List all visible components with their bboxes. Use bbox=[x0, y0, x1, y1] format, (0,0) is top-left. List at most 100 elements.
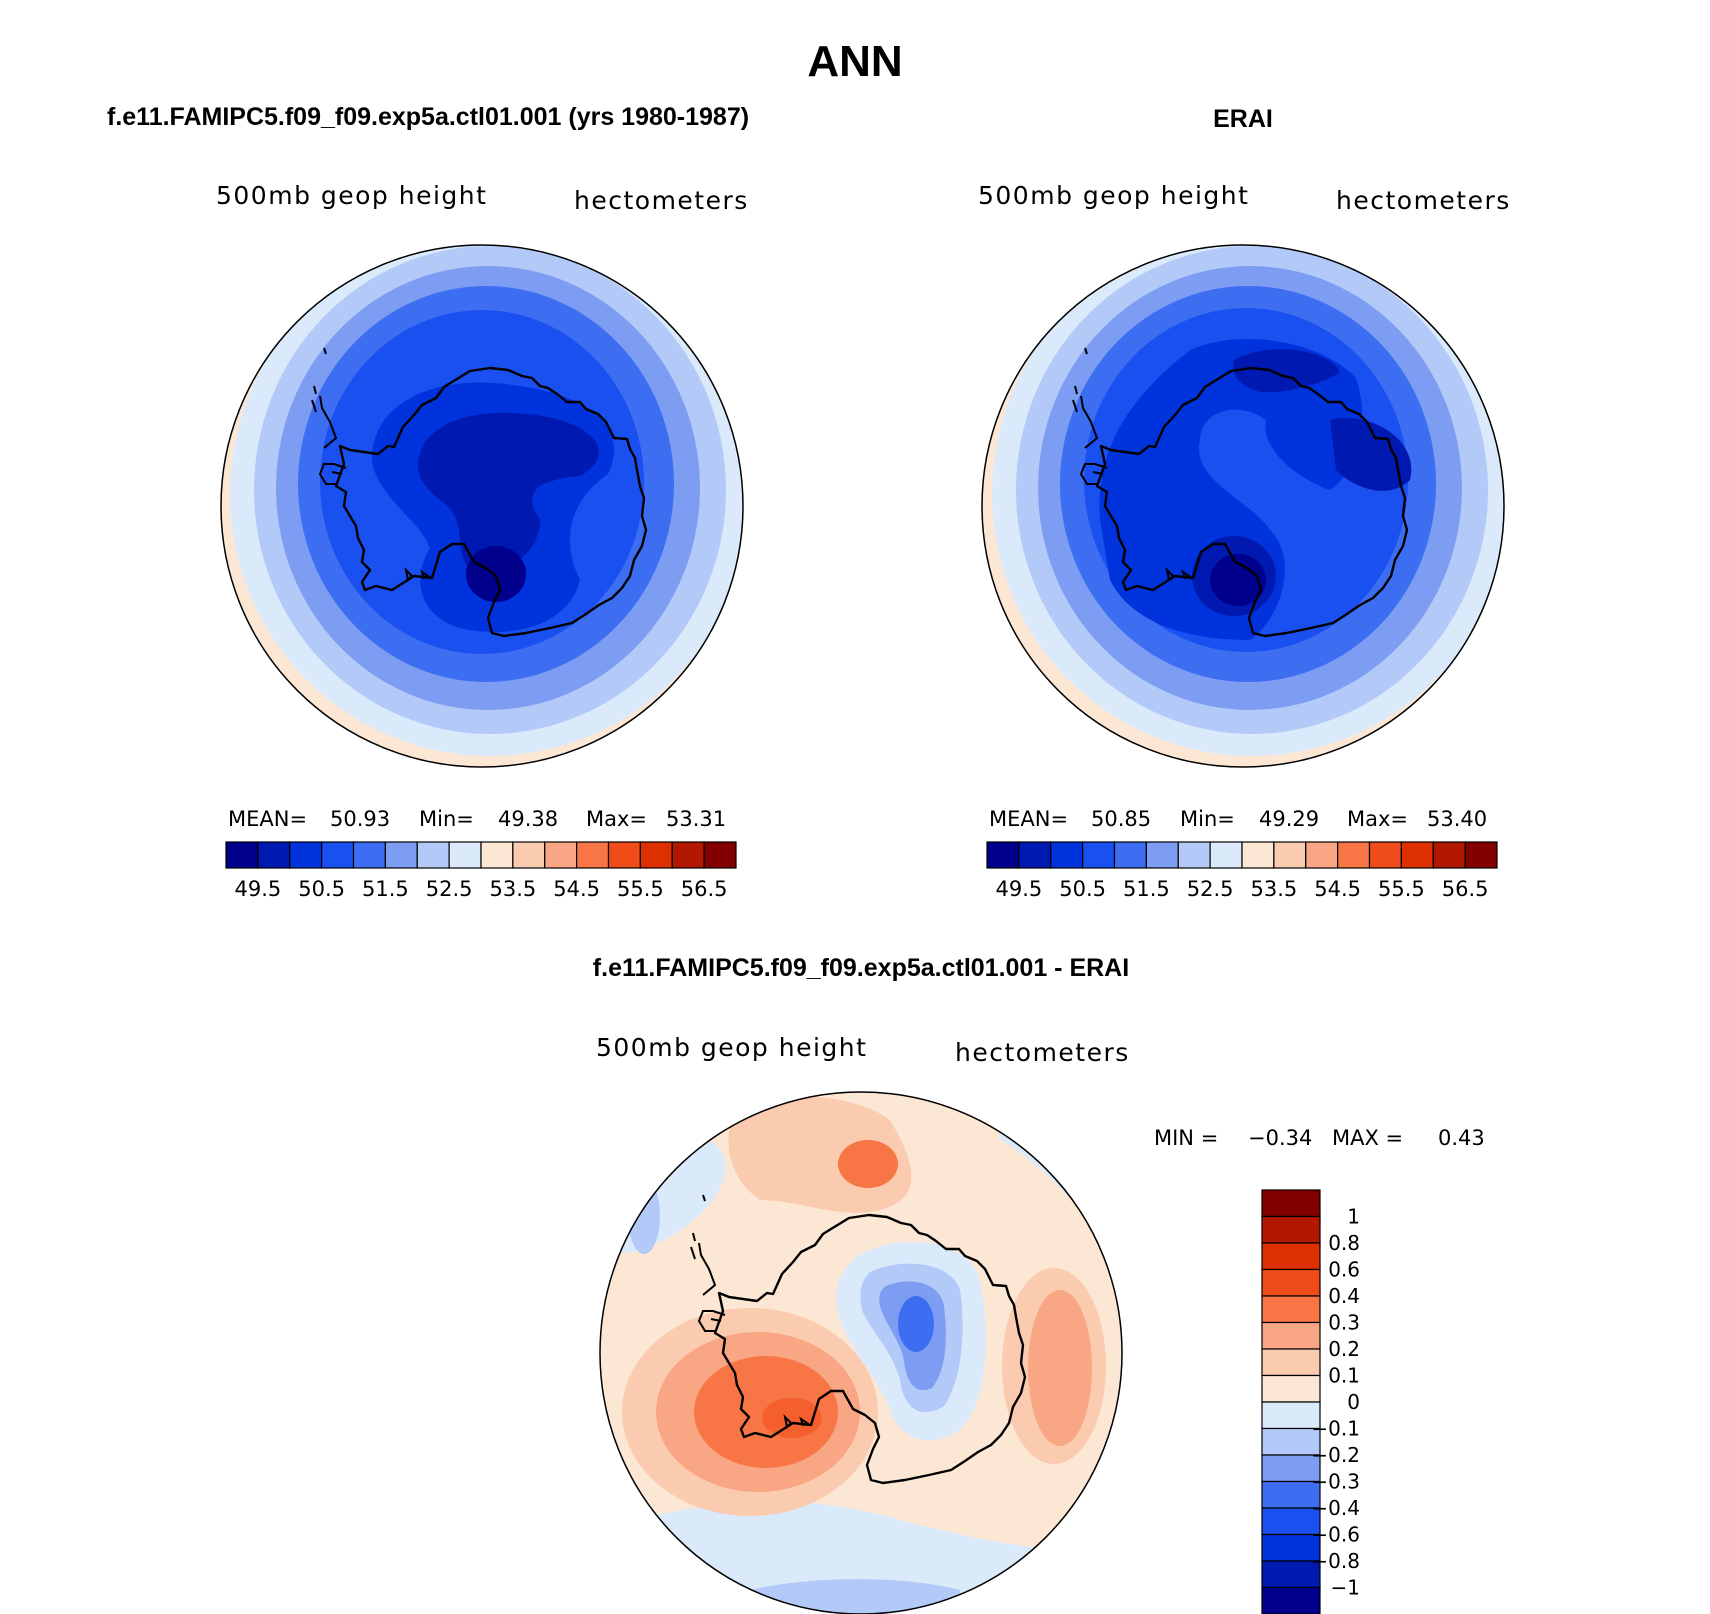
colorbar-box-9 bbox=[1261, 1427, 1321, 1456]
colorbar-box-14 bbox=[1261, 1560, 1321, 1589]
panel-obs-stats: MEAN= 50.85 Min= 49.29 Max= 53.40 bbox=[989, 807, 1487, 831]
colorbar-box-4 bbox=[1113, 841, 1147, 869]
panel-obs-colorbar: 49.5 50.5 51.5 52.5 53.5 54.5 55.5 56.5 bbox=[986, 841, 1498, 901]
colorbar-box-12 bbox=[1261, 1507, 1321, 1536]
contour-neg-northwest-inner bbox=[628, 1178, 660, 1254]
panel-model-map-border bbox=[220, 244, 744, 768]
colorbar-label: 54.5 bbox=[1314, 877, 1361, 901]
colorbar-label: −1 bbox=[1331, 1576, 1360, 1600]
panel-obs-min-label: Min= bbox=[1180, 807, 1235, 831]
colorbar-label: 55.5 bbox=[1378, 877, 1425, 901]
colorbar-box-12 bbox=[607, 841, 641, 869]
panel-model-stats: MEAN= 50.93 Min= 49.38 Max= 53.31 bbox=[228, 807, 726, 831]
colorbar-box-12 bbox=[1368, 841, 1402, 869]
colorbar-label: 53.5 bbox=[489, 877, 536, 901]
colorbar-label: −0.8 bbox=[1311, 1549, 1360, 1573]
colorbar-box-1 bbox=[257, 841, 291, 869]
colorbar-box-14 bbox=[1432, 841, 1466, 869]
panel-obs-min: 49.29 bbox=[1259, 807, 1319, 831]
panel-diff-min-label: MIN = bbox=[1154, 1126, 1218, 1150]
colorbar-box-4 bbox=[352, 841, 386, 869]
colorbar-box-8 bbox=[1241, 841, 1275, 869]
colorbar-label: −0.6 bbox=[1311, 1523, 1360, 1547]
panel-model-units: hectometers bbox=[574, 186, 749, 215]
panel-diff-colorbar: 10.8 0.60.4 0.30.2 0.10 −0.1−0.2 −0.3−0.4 −0.6… bbox=[1261, 1189, 1360, 1614]
contour-pos-north-inner bbox=[838, 1140, 898, 1188]
panel-diff-max: 0.43 bbox=[1438, 1126, 1485, 1150]
panel-obs-max: 53.40 bbox=[1427, 807, 1487, 831]
colorbar-label: 0.8 bbox=[1328, 1231, 1360, 1255]
colorbar-box-8 bbox=[480, 841, 514, 869]
colorbar-box-7 bbox=[1261, 1374, 1321, 1403]
colorbar-label: 53.5 bbox=[1250, 877, 1297, 901]
colorbar-box-10 bbox=[544, 841, 578, 869]
panel-obs-header: ERAI bbox=[1213, 105, 1273, 133]
colorbar-box-3 bbox=[1261, 1268, 1321, 1297]
colorbar-box-0 bbox=[986, 841, 1020, 869]
panel-obs-mean: 50.85 bbox=[1091, 807, 1151, 831]
colorbar-label: 0.4 bbox=[1328, 1284, 1360, 1308]
panel-model-max: 53.31 bbox=[666, 807, 726, 831]
colorbar-box-6 bbox=[1261, 1348, 1321, 1377]
panel-diff-min: −0.34 bbox=[1248, 1126, 1312, 1150]
colorbar-box-5 bbox=[1261, 1321, 1321, 1350]
colorbar-box-7 bbox=[1209, 841, 1243, 869]
colorbar-label: 1 bbox=[1347, 1205, 1360, 1229]
panel-diff-header: f.e11.FAMIPC5.f09_f09.exp5a.ctl01.001 - … bbox=[593, 954, 1129, 982]
colorbar-label: −0.3 bbox=[1311, 1470, 1360, 1494]
colorbar-label: 0.3 bbox=[1328, 1311, 1360, 1335]
contour-50.0-east bbox=[1330, 418, 1412, 491]
contour-49.0 bbox=[1210, 554, 1266, 606]
colorbar-box-5 bbox=[1145, 841, 1179, 869]
panel-diff-units: hectometers bbox=[955, 1038, 1130, 1067]
colorbar-label: 56.5 bbox=[1442, 877, 1489, 901]
colorbar-label: 0.2 bbox=[1328, 1337, 1360, 1361]
colorbar-box-6 bbox=[416, 841, 450, 869]
contour-50.0 bbox=[1099, 339, 1363, 640]
colorbar-box-13 bbox=[639, 841, 673, 869]
panel-model: f.e11.FAMIPC5.f09_f09.exp5a.ctl01.001 (y… bbox=[107, 103, 749, 901]
colorbar-box-14 bbox=[671, 841, 705, 869]
colorbar-box-10 bbox=[1305, 841, 1339, 869]
panel-obs-map-border bbox=[981, 244, 1505, 768]
colorbar-box-11 bbox=[576, 841, 610, 869]
colorbar-box-1 bbox=[1261, 1215, 1321, 1244]
contour-50.0-north bbox=[1233, 349, 1340, 393]
panel-model-min: 49.38 bbox=[498, 807, 558, 831]
colorbar-label: 49.5 bbox=[234, 877, 281, 901]
colorbar-label: 52.5 bbox=[426, 877, 473, 901]
colorbar-box-4 bbox=[1261, 1295, 1321, 1324]
colorbar-label: 51.5 bbox=[362, 877, 409, 901]
colorbar-box-8 bbox=[1261, 1401, 1321, 1430]
colorbar-box-15 bbox=[1261, 1586, 1321, 1614]
contour-pos-east-inner bbox=[1028, 1290, 1092, 1446]
colorbar-box-15 bbox=[1464, 841, 1498, 869]
panel-model-mean-label: MEAN= bbox=[228, 807, 307, 831]
colorbar-box-15 bbox=[703, 841, 737, 869]
colorbar-label: 51.5 bbox=[1123, 877, 1170, 901]
panel-obs-variable: 500mb geop height bbox=[978, 181, 1249, 210]
colorbar-box-1 bbox=[1018, 841, 1052, 869]
colorbar-label: 49.5 bbox=[995, 877, 1042, 901]
colorbar-label: 0.6 bbox=[1328, 1258, 1360, 1282]
colorbar-box-9 bbox=[1273, 841, 1307, 869]
colorbar-label: 0.1 bbox=[1328, 1364, 1360, 1388]
colorbar-label: −0.2 bbox=[1311, 1443, 1360, 1467]
colorbar-label: −0.4 bbox=[1311, 1496, 1360, 1520]
contour-49.5 bbox=[417, 412, 599, 573]
colorbar-box-6 bbox=[1177, 841, 1211, 869]
colorbar-box-10 bbox=[1261, 1454, 1321, 1483]
panel-obs-max-label: Max= bbox=[1347, 807, 1408, 831]
colorbar-box-13 bbox=[1400, 841, 1434, 869]
panel-obs: ERAI 500mb geop height hectometers MEAN=… bbox=[978, 105, 1509, 901]
panel-model-max-label: Max= bbox=[586, 807, 647, 831]
colorbar-box-2 bbox=[1050, 841, 1084, 869]
contour-neg-center-4 bbox=[898, 1296, 934, 1352]
panel-diff-stats: MIN = −0.34 MAX = 0.43 bbox=[1154, 1126, 1485, 1150]
colorbar-box-0 bbox=[225, 841, 259, 869]
colorbar-label: 52.5 bbox=[1187, 877, 1234, 901]
colorbar-box-11 bbox=[1261, 1480, 1321, 1509]
colorbar-box-5 bbox=[384, 841, 418, 869]
colorbar-box-9 bbox=[512, 841, 546, 869]
